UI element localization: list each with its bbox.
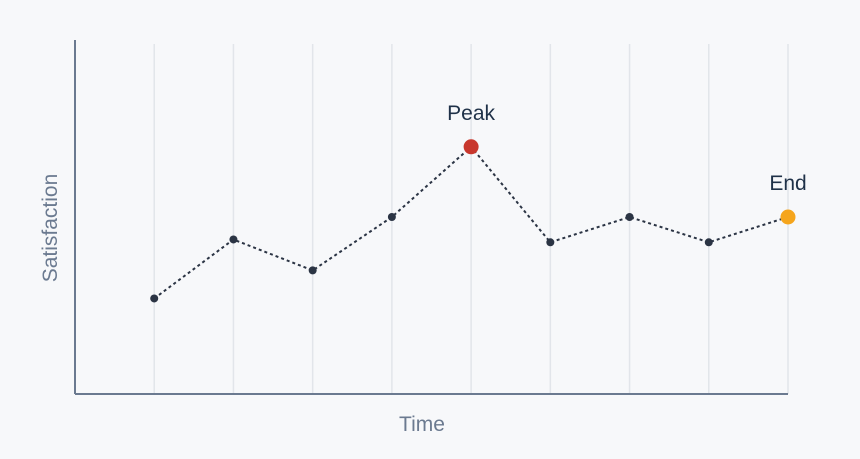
peak-point	[463, 139, 479, 155]
data-point-4	[387, 213, 396, 221]
data-point-1	[150, 294, 159, 303]
data-point-2	[229, 235, 238, 244]
end-point	[780, 209, 796, 225]
annotations: Peak End	[447, 102, 807, 195]
data-point-8	[704, 238, 713, 247]
x-axis-label: Time	[399, 413, 445, 436]
y-axis-label: Satisfaction	[39, 174, 62, 283]
grid-lines	[153, 44, 789, 394]
data-points	[150, 139, 796, 303]
end-label: End	[769, 172, 806, 195]
data-point-3	[308, 266, 317, 275]
peak-label: Peak	[447, 102, 495, 125]
data-point-7	[625, 213, 634, 221]
data-point-6	[546, 238, 555, 247]
